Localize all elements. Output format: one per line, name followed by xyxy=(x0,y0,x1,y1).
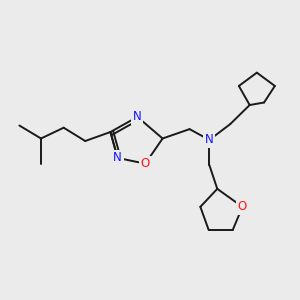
Text: O: O xyxy=(238,200,247,213)
Text: N: N xyxy=(113,152,122,164)
Text: O: O xyxy=(141,157,150,170)
Text: N: N xyxy=(205,134,214,146)
Text: N: N xyxy=(133,110,142,123)
